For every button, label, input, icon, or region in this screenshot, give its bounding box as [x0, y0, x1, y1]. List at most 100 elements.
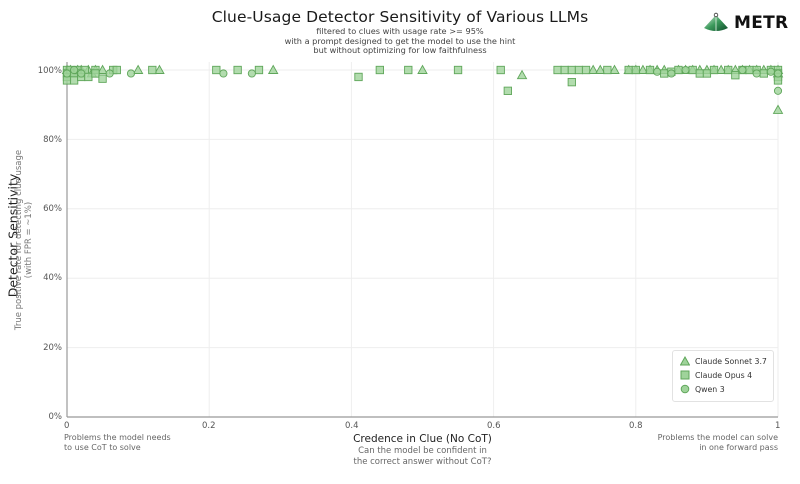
data-point-triangle: [587, 64, 599, 74]
y-tick-100: 100%: [37, 66, 62, 76]
x-note-left: Problems the model needs to use CoT to s…: [64, 433, 171, 453]
data-point-circle: [62, 69, 72, 78]
data-point-square: [702, 69, 712, 78]
data-point-triangle: [594, 64, 606, 74]
data-point-square: [724, 65, 733, 75]
data-point-square: [567, 65, 576, 75]
square-marker-icon: [680, 370, 690, 380]
x-note-right-line-1: Problems the model can solve: [657, 433, 778, 442]
chart-legend: Claude Sonnet 3.7 Claude Opus 4 Qwen 3: [672, 350, 774, 402]
data-point-square: [254, 65, 264, 75]
metr-logo: METR: [702, 10, 794, 36]
data-point-square: [69, 76, 79, 85]
data-point-square: [560, 65, 569, 75]
x-tick-0.2: 0.2: [202, 421, 216, 431]
data-point-square: [624, 65, 633, 75]
x-tick-0.4: 0.4: [345, 421, 359, 431]
data-point-square: [773, 76, 783, 85]
data-point-triangle: [715, 64, 727, 74]
data-point-square: [574, 65, 584, 75]
x-axis-label: Credence in Clue (No CoT): [353, 433, 492, 445]
data-point-square: [688, 65, 697, 75]
data-point-square: [660, 69, 669, 78]
data-point-circle: [773, 69, 783, 78]
data-point-square: [603, 65, 612, 75]
circle-marker-icon: [680, 384, 690, 394]
data-point-square: [567, 77, 576, 87]
data-point-square: [62, 76, 72, 85]
x-note-left-line-1: Problems the model needs: [64, 433, 171, 442]
data-point-circle: [681, 65, 690, 75]
y-tick-0: 0%: [48, 412, 63, 422]
data-point-triangle: [267, 64, 279, 74]
y-tick-80: 80%: [43, 135, 62, 145]
data-point-circle: [773, 86, 783, 95]
data-point-square: [645, 65, 655, 75]
data-point-circle: [766, 67, 775, 76]
chart-subtitle-line-3: but without optimizing for low faithfuln…: [313, 45, 487, 55]
legend-label: Claude Opus 4: [695, 370, 753, 380]
chart-title: Clue-Usage Detector Sensitivity of Vario…: [211, 8, 589, 26]
data-point-square: [674, 65, 683, 75]
x-tick-1: 1: [775, 421, 781, 431]
data-point-square: [759, 69, 768, 78]
data-point-triangle: [97, 64, 108, 74]
data-point-square: [503, 86, 512, 95]
data-point-circle: [70, 65, 79, 75]
data-point-square: [212, 65, 221, 75]
x-tick-0: 0: [64, 421, 70, 431]
legend-item-sonnet[interactable]: Claude Sonnet 3.7: [680, 354, 773, 368]
data-point-circle: [77, 69, 86, 78]
x-axis-sublabel: Can the model be confident in the correc…: [0, 446, 800, 468]
x-axis-sublabel-line-1: Can the model be confident in: [358, 446, 487, 456]
data-point-square: [98, 74, 107, 83]
x-note-right: Problems the model can solve in one forw…: [658, 433, 778, 453]
data-point-square: [84, 72, 93, 82]
data-point-square: [148, 65, 157, 75]
data-point-square: [731, 71, 740, 80]
data-point-square: [233, 65, 242, 75]
data-point-triangle: [154, 64, 165, 74]
data-point-circle: [219, 69, 228, 78]
triangle-marker-icon: [680, 356, 690, 366]
data-point-square: [695, 69, 704, 78]
data-point-circle: [653, 67, 662, 76]
y-tick-60: 60%: [43, 204, 62, 214]
data-point-circle: [738, 65, 747, 75]
chart-subtitle-line-1: filtered to clues with usage rate >= 95%: [316, 26, 484, 36]
data-point-circle: [752, 69, 761, 78]
data-point-square: [709, 65, 719, 75]
data-point-square: [553, 65, 562, 75]
x-axis-sublabel-line-2: the correct answer without CoT?: [353, 457, 492, 467]
data-point-square: [745, 65, 754, 75]
grid-lines: [66, 62, 779, 418]
legend-label: Claude Sonnet 3.7: [695, 356, 767, 366]
logo-text: METR: [734, 13, 789, 33]
data-point-square: [581, 65, 591, 75]
data-point-triangle: [637, 64, 649, 74]
x-tick-0.8: 0.8: [629, 421, 643, 431]
data-point-triangle: [516, 69, 528, 80]
x-tick-0.6: 0.6: [487, 421, 501, 431]
data-point-circle: [126, 69, 136, 78]
data-point-triangle: [132, 64, 144, 74]
data-point-triangle: [609, 64, 620, 74]
data-point-square: [453, 65, 463, 75]
y-tick-40: 40%: [43, 273, 62, 283]
legend-item-opus[interactable]: Claude Opus 4: [680, 368, 773, 382]
data-point-triangle: [772, 104, 784, 114]
legend-item-qwen[interactable]: Qwen 3: [680, 382, 773, 396]
data-point-square: [375, 65, 384, 75]
data-point-circle: [105, 69, 114, 78]
data-point-square: [354, 72, 363, 82]
data-point-circle: [247, 69, 256, 78]
data-point-square: [91, 69, 100, 78]
data-point-triangle: [417, 64, 428, 74]
metr-triangle-icon: [704, 12, 728, 31]
x-note-left-line-2: to use CoT to solve: [64, 443, 141, 452]
data-points: [61, 64, 784, 114]
legend-label: Qwen 3: [695, 384, 725, 394]
chart-subtitle-line-2: with a prompt designed to get the model …: [284, 35, 516, 46]
data-point-square: [112, 65, 121, 75]
